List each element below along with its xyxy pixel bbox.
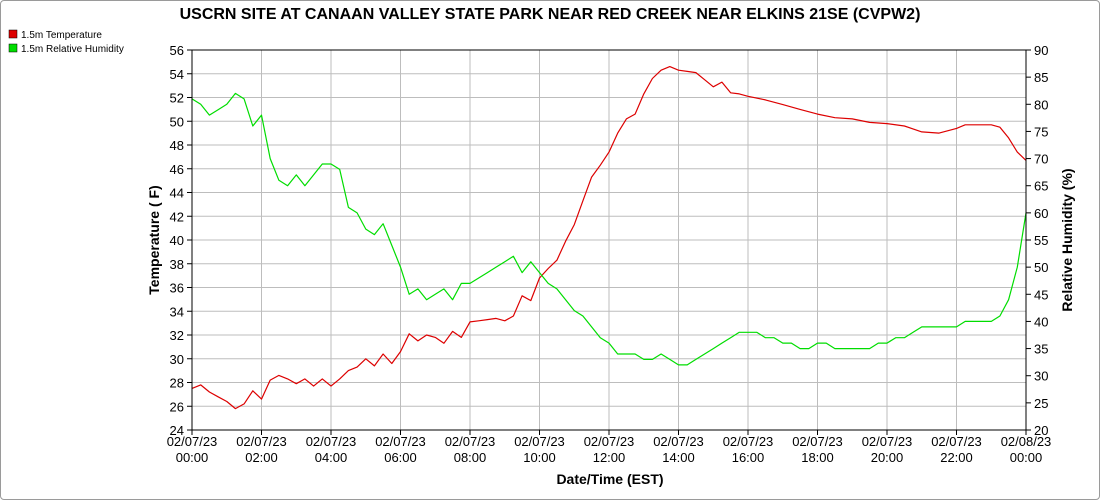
right-tick-label: 90 [1034,43,1048,58]
x-tick-label-date: 02/07/23 [167,434,218,449]
right-tick-label: 50 [1034,260,1048,275]
right-tick-label: 40 [1034,314,1048,329]
x-tick-label-time: 12:00 [593,450,626,465]
x-tick-label-date: 02/07/23 [236,434,287,449]
x-tick-label-time: 00:00 [176,450,209,465]
right-tick-label: 80 [1034,97,1048,112]
left-tick-label: 48 [170,138,184,153]
left-tick-label: 24 [170,423,184,438]
right-tick-label: 70 [1034,152,1048,167]
left-tick-label: 50 [170,114,184,129]
left-tick-label: 46 [170,162,184,177]
temperature-series-line [191,65,1027,410]
x-tick-label-date: 02/07/23 [375,434,426,449]
x-axis-title: Date/Time (EST) [556,471,663,487]
x-tick-label-date: 02/07/23 [792,434,843,449]
right-tick-label: 85 [1034,70,1048,85]
right-tick-label: 20 [1034,423,1048,438]
legend-swatch-humidity [8,43,18,53]
x-tick-label-date: 02/07/23 [445,434,496,449]
series-lines [191,65,1027,410]
x-tick-label-date: 02/07/23 [306,434,357,449]
x-tick-label-time: 18:00 [801,450,834,465]
left-tick-label: 56 [170,43,184,58]
left-tick-label: 34 [170,304,184,319]
left-tick-label: 54 [170,67,184,82]
left-tick-label: 36 [170,281,184,296]
humidity-series-line [191,92,1027,366]
x-tick-label-date: 02/07/23 [584,434,635,449]
chart-title: USCRN SITE AT CANAAN VALLEY STATE PARK N… [180,6,921,23]
x-tick-label-time: 10:00 [523,450,556,465]
left-tick-label: 38 [170,257,184,272]
x-tick-label-time: 16:00 [732,450,765,465]
left-tick-label: 52 [170,91,184,106]
x-tick-label-date: 02/07/23 [931,434,982,449]
x-tick-label-time: 08:00 [454,450,487,465]
left-axis-ticks: 24 26 28 30 32 34 36 38 40 42 44 46 48 50 52 54 56 [170,43,192,438]
x-tick-label-time: 04:00 [315,450,348,465]
left-tick-label: 44 [170,186,184,201]
right-tick-label: 60 [1034,206,1048,221]
x-axis-ticks: 02/07/2300:0002/07/2302:0002/07/2304:000… [167,430,1052,465]
left-tick-label: 42 [170,209,184,224]
left-tick-label: 28 [170,376,184,391]
x-tick-label-date: 02/07/23 [723,434,774,449]
x-tick-label-time: 02:00 [245,450,278,465]
right-tick-label: 45 [1034,287,1048,302]
right-tick-label: 30 [1034,369,1048,384]
x-tick-label-date: 02/07/23 [862,434,913,449]
x-tick-label-date: 02/07/23 [653,434,704,449]
left-tick-label: 40 [170,233,184,248]
right-tick-label: 65 [1034,179,1048,194]
right-axis-ticks: 20 25 30 35 40 45 50 55 60 65 70 75 80 85 90 [1026,43,1048,438]
plot-area-border [191,49,1027,431]
y-axis-left-title: Temperature ( F) [146,185,162,294]
x-tick-label-date: 02/08/23 [1001,434,1052,449]
left-tick-label: 30 [170,352,184,367]
y-axis-right-title: Relative Humidity (%) [1059,168,1075,311]
right-tick-label: 25 [1034,396,1048,411]
x-tick-label-time: 14:00 [662,450,695,465]
legend-label-humidity: 1.5m Relative Humidity [21,44,124,55]
right-tick-label: 35 [1034,342,1048,357]
legend: 1.5m Temperature 1.5m Relative Humidity [8,29,124,55]
right-tick-label: 55 [1034,233,1048,248]
x-tick-label-time: 00:00 [1010,450,1043,465]
x-tick-label-date: 02/07/23 [514,434,565,449]
left-tick-label: 32 [170,328,184,343]
legend-label-temperature: 1.5m Temperature [21,30,102,41]
x-tick-label-time: 20:00 [871,450,904,465]
legend-swatch-temperature [8,29,18,39]
x-tick-label-time: 06:00 [384,450,417,465]
grid [192,50,1026,430]
left-tick-label: 26 [170,399,184,414]
x-tick-label-time: 22:00 [940,450,973,465]
right-tick-label: 75 [1034,124,1048,139]
